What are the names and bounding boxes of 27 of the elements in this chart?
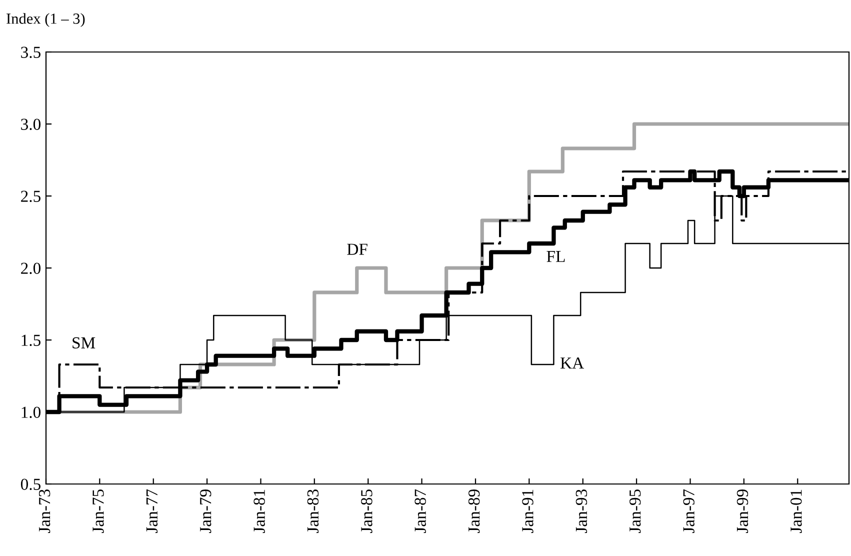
x-tick-label: Jan-81 xyxy=(254,490,265,533)
series-label: FL xyxy=(546,251,565,262)
x-tick-label: Jan-95 xyxy=(630,490,641,533)
series-label: SM xyxy=(72,337,96,348)
y-tick-label: 0.5 xyxy=(20,478,40,490)
x-tick-label: Jan-77 xyxy=(146,489,158,533)
y-tick-label: 1.5 xyxy=(22,334,40,346)
x-tick-label: Jan-85 xyxy=(361,490,372,533)
y-tick-label: 2.5 xyxy=(21,190,40,202)
x-tick-label: Jan-91 xyxy=(522,490,534,533)
series-label: DF xyxy=(347,244,368,255)
x-tick-label: Jan-73 xyxy=(38,490,50,533)
x-tick-label: Jan-97 xyxy=(683,489,694,533)
x-tick-label: Jan-87 xyxy=(414,489,426,533)
y-tick-label: 2.0 xyxy=(21,262,41,274)
x-tick-label: Jan-93 xyxy=(576,490,588,533)
y-axis-title: Index (1 – 3) xyxy=(6,13,85,27)
x-tick-label: Jan-79 xyxy=(200,490,212,533)
y-tick-label: 3.0 xyxy=(21,118,41,130)
x-tick-label: Jan-99 xyxy=(736,490,748,533)
x-tick-label: Jan-83 xyxy=(307,490,319,533)
y-tick-label: 1.0 xyxy=(22,406,41,418)
x-tick-label: Jan-89 xyxy=(468,490,480,533)
x-tick-label: Jan-01 xyxy=(790,490,802,533)
series-label: KA xyxy=(560,357,584,368)
x-tick-label: Jan-75 xyxy=(92,490,104,533)
y-tick-label: 3.5 xyxy=(21,46,40,58)
